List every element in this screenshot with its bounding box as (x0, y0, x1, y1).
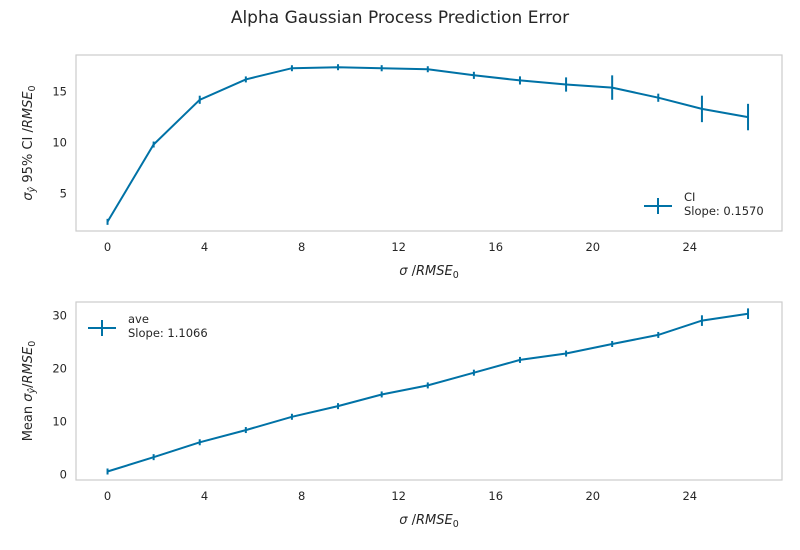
plot-frame (75, 301, 783, 481)
y-axis-label: Mean σŷ/RMSE0 (21, 341, 38, 442)
series-line-ci (106, 66, 749, 223)
x-tick-label: 20 (585, 489, 600, 503)
panel-bottom: 0 4 8 12 16 20 24 0 10 20 30 σ /RMSE0 Mean σŷ/RMSE0 a… (21, 301, 783, 530)
x-tick-label: 0 (104, 489, 111, 503)
x-tick-label: 16 (488, 240, 503, 254)
x-tick-label: 16 (488, 489, 503, 503)
y-tick-label: 30 (52, 308, 67, 322)
x-tick-label: 8 (298, 489, 305, 503)
x-axis-label: σ /RMSE0 (399, 513, 459, 530)
y-tick-label: 10 (52, 415, 67, 429)
y-tick-label: 10 (52, 135, 67, 149)
legend-series-name: CI (684, 190, 695, 204)
x-tick-label: 20 (585, 240, 600, 254)
legend-series-name: ave (128, 312, 149, 326)
x-tick-label: 12 (391, 489, 406, 503)
x-tick-label: 24 (682, 240, 697, 254)
legend-slope: Slope: 1.1066 (128, 326, 208, 340)
y-tick-label: 15 (52, 85, 67, 99)
y-tick-label: 0 (60, 468, 67, 482)
figure-title: Alpha Gaussian Process Prediction Error (230, 8, 570, 28)
x-tick-label: 0 (104, 240, 111, 254)
legend-slope: Slope: 0.1570 (684, 204, 764, 218)
panel-top: 0 4 8 12 16 20 24 5 10 15 σ /RMSE0 σŷ 95% CI /RMSE0… (21, 54, 783, 281)
x-axis-label: σ /RMSE0 (399, 264, 459, 281)
x-tick-label: 4 (201, 240, 208, 254)
x-tick-label: 8 (298, 240, 305, 254)
x-tick-label: 4 (201, 489, 208, 503)
y-tick-label: 5 (60, 186, 67, 200)
y-axis-label: σŷ 95% CI /RMSE0 (21, 85, 38, 200)
x-tick-label: 24 (682, 489, 697, 503)
x-tick-label: 12 (391, 240, 406, 254)
plot-frame (75, 54, 783, 232)
y-tick-label: 20 (52, 361, 67, 375)
